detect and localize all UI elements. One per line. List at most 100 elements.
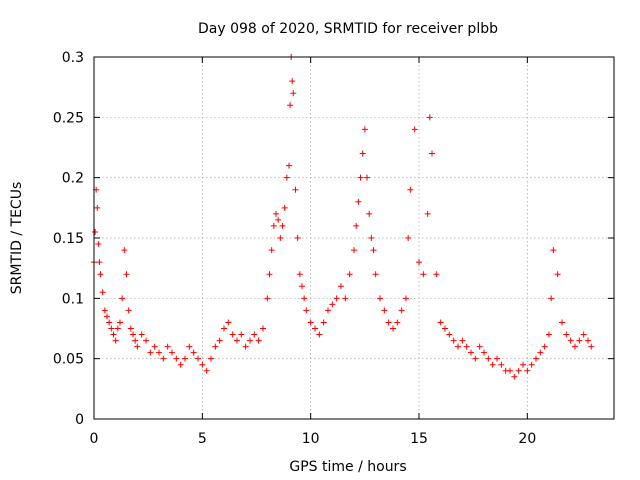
data-point [307,319,314,326]
data-point [567,337,574,344]
data-point [203,367,210,374]
x-tick-label: 5 [198,431,207,447]
data-point [130,331,136,338]
data-point [182,355,188,362]
data-point [117,319,123,326]
y-tick-label: 0.1 [62,291,84,307]
data-point [164,343,171,350]
data-point [221,325,227,332]
data-point [199,361,206,368]
data-point [279,222,286,229]
data-point [114,325,121,332]
data-point [346,271,353,278]
data-point [351,247,357,254]
data-point [333,295,340,302]
data-point [95,241,102,248]
data-point [266,271,273,278]
data-point [541,343,548,350]
data-point [403,295,409,302]
data-point [524,367,531,374]
data-point [238,331,245,338]
data-point [251,331,258,338]
data-point [550,247,557,254]
y-tick-label: 0.3 [62,50,84,66]
data-point [216,337,223,344]
data-point [372,271,379,278]
data-point [420,271,427,278]
data-point [416,259,422,266]
data-point [377,295,383,302]
data-point [394,319,401,326]
grid-lines [94,57,614,419]
data-point [426,114,433,121]
data-point [132,337,139,344]
data-point [287,102,294,109]
data-point [585,337,591,344]
data-point [485,355,492,362]
data-point [398,307,405,314]
data-point [177,361,184,368]
data-point [303,307,310,314]
data-point [588,343,595,350]
y-tick-label: 0.2 [62,171,84,187]
data-point [268,247,275,254]
data-point [411,126,418,133]
data-point [405,235,412,241]
data-point [316,331,323,338]
data-point [283,174,290,181]
data-point [437,319,444,326]
data-point [361,126,368,133]
data-point [329,301,336,308]
y-axis-label: SRMTID / TECUs [9,182,25,295]
data-point [390,325,396,332]
data-point [528,361,535,368]
data-point [151,343,158,350]
data-point [563,331,570,338]
data-point [112,337,119,344]
data-point [481,349,487,356]
data-point [429,150,435,157]
data-point [468,349,474,356]
data-point [156,349,162,356]
data-point [275,216,282,223]
data-point [312,325,318,332]
data-point [338,283,344,290]
data-point [366,210,373,217]
data-point [273,210,279,217]
data-point [125,307,132,314]
data-point [281,204,288,211]
data-point [247,337,253,344]
data-point [121,247,128,254]
data-point [370,247,377,254]
data-point [433,271,440,278]
data-point [494,355,500,362]
data-point [357,174,364,181]
data-point [108,325,115,332]
data-point [325,307,331,314]
data-point [424,210,431,217]
data-point [212,343,219,350]
data-point [364,174,370,181]
x-tick-label: 15 [410,431,428,447]
y-tick-label: 0.15 [53,231,84,247]
data-point [407,186,414,193]
data-point [576,337,583,344]
data-point [208,355,214,362]
data-point [572,343,578,350]
data-point [580,331,587,338]
data-point [97,271,104,278]
data-point [385,319,392,326]
data-point [353,222,360,229]
data-point [511,373,518,380]
data-point [264,295,271,302]
data-point [234,337,240,344]
data-point [489,361,496,368]
data-point [355,198,362,205]
data-point [242,343,249,350]
data-point [255,337,262,344]
x-tick-label: 20 [518,431,536,447]
data-point [359,150,366,157]
data-point [229,331,236,338]
data-point [110,331,117,338]
